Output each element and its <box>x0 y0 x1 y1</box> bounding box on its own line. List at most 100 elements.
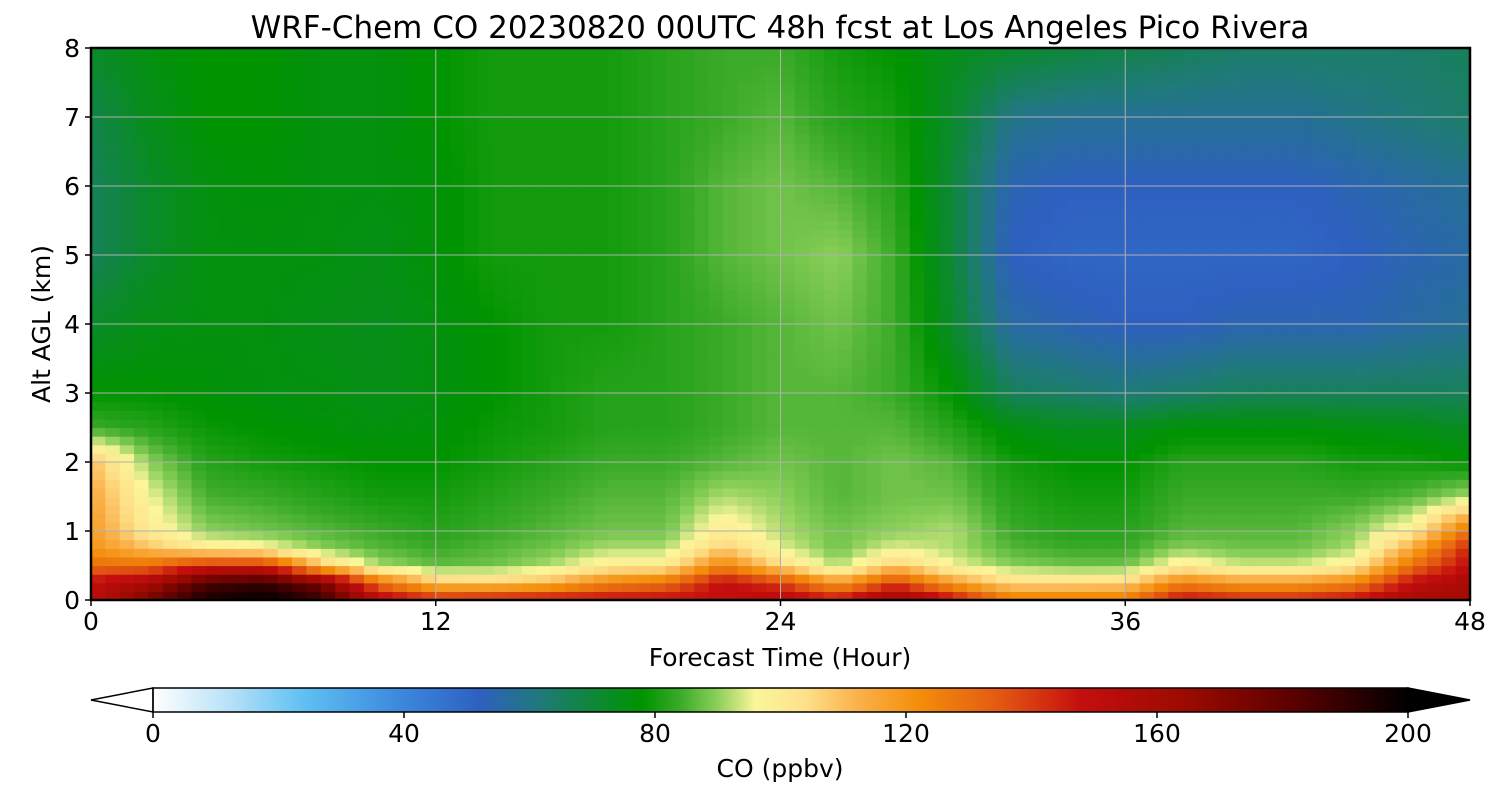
heatmap-cell <box>335 315 351 325</box>
heatmap-cell <box>751 401 767 411</box>
heatmap-cell <box>91 177 106 187</box>
heatmap-cell <box>723 211 738 222</box>
heatmap-cell <box>895 306 911 316</box>
heatmap-cell <box>1225 272 1241 282</box>
heatmap-cell <box>392 306 408 316</box>
heatmap-cell <box>162 280 178 291</box>
heatmap-cell <box>723 375 738 385</box>
heatmap-cell <box>464 280 480 291</box>
heatmap-cell <box>1426 203 1442 213</box>
heatmap-cell <box>335 410 351 420</box>
heatmap-cell <box>622 531 638 541</box>
heatmap-cell <box>780 462 796 472</box>
heatmap-cell <box>909 591 925 600</box>
heatmap-cell <box>1067 556 1083 567</box>
heatmap-cell <box>1168 315 1184 325</box>
heatmap-cell <box>636 582 652 592</box>
heatmap-cell <box>766 574 782 584</box>
heatmap-cell <box>837 298 853 308</box>
heatmap-cell <box>234 591 250 600</box>
heatmap-cell <box>1412 194 1428 204</box>
heatmap-cell <box>1110 496 1126 506</box>
heatmap-cell <box>435 186 451 196</box>
heatmap-cell <box>464 289 480 299</box>
heatmap-cell <box>105 462 121 472</box>
heatmap-cell <box>766 298 782 308</box>
heatmap-cell <box>435 531 451 541</box>
heatmap-cell <box>105 591 121 600</box>
heatmap-cell <box>823 272 839 282</box>
heatmap-cell <box>1340 315 1356 325</box>
heatmap-cell <box>952 393 968 403</box>
heatmap-cell <box>1412 418 1428 429</box>
heatmap-cell <box>823 453 839 463</box>
heatmap-cell <box>665 272 681 282</box>
heatmap-cell <box>1268 522 1284 532</box>
heatmap-cell <box>205 324 221 334</box>
heatmap-cell <box>220 203 236 213</box>
heatmap-cell <box>679 194 695 204</box>
heatmap-cell <box>751 410 767 420</box>
heatmap-cell <box>579 280 595 291</box>
heatmap-cell <box>866 160 882 170</box>
heatmap-cell <box>1024 324 1040 334</box>
heatmap-cell <box>450 375 466 385</box>
heatmap-cell <box>320 496 336 506</box>
heatmap-cell <box>1197 168 1213 178</box>
heatmap-cell <box>823 505 839 515</box>
heatmap-cell <box>751 151 767 161</box>
heatmap-cell <box>550 470 566 480</box>
heatmap-cell <box>1426 186 1442 196</box>
heatmap-cell <box>1139 591 1155 600</box>
heatmap-cell <box>679 591 695 600</box>
heatmap-cell <box>1283 548 1299 558</box>
heatmap-cell <box>1182 539 1198 549</box>
heatmap-cell <box>1311 513 1327 523</box>
heatmap-cell <box>981 479 997 489</box>
heatmap-cell <box>493 591 509 600</box>
heatmap-cell <box>1010 444 1026 454</box>
heatmap-cell <box>1340 341 1356 351</box>
heatmap-cell <box>895 418 911 429</box>
heatmap-cell <box>1096 556 1112 567</box>
heatmap-cell <box>1383 401 1399 411</box>
heatmap-cell <box>119 142 135 153</box>
heatmap-cell <box>1326 315 1342 325</box>
heatmap-cell <box>521 151 537 161</box>
heatmap-cell <box>1225 496 1241 506</box>
heatmap-cell <box>780 479 796 489</box>
heatmap-cell <box>349 237 365 247</box>
heatmap-cell <box>1340 220 1356 230</box>
heatmap-cell <box>421 444 437 454</box>
heatmap-cell <box>1053 444 1069 454</box>
heatmap-cell <box>766 349 782 360</box>
heatmap-cell <box>1039 186 1055 196</box>
heatmap-cell <box>1082 237 1098 247</box>
heatmap-cell <box>1067 272 1083 282</box>
heatmap-cell <box>909 203 925 213</box>
heatmap-cell <box>1412 186 1428 196</box>
heatmap-cell <box>507 574 523 584</box>
heatmap-cell <box>794 582 810 592</box>
heatmap-cell <box>478 324 494 334</box>
heatmap-cell <box>536 367 552 377</box>
heatmap-cell <box>1096 237 1112 247</box>
heatmap-cell <box>995 358 1011 368</box>
heatmap-cell <box>421 315 437 325</box>
heatmap-cell <box>924 444 940 454</box>
heatmap-cell <box>565 531 580 541</box>
heatmap-cell <box>1441 427 1457 437</box>
heatmap-cell <box>1455 315 1470 325</box>
heatmap-cell <box>1340 289 1356 299</box>
heatmap-cell <box>1139 255 1155 265</box>
heatmap-cell <box>263 582 279 592</box>
heatmap-cell <box>1139 151 1155 161</box>
heatmap-cell <box>1311 289 1327 299</box>
heatmap-cell <box>249 444 264 454</box>
heatmap-cell <box>723 220 738 230</box>
heatmap-cell <box>148 177 164 187</box>
heatmap-cell <box>205 505 221 515</box>
heatmap-cell <box>1369 444 1385 454</box>
heatmap-cell <box>1153 375 1169 385</box>
heatmap-cell <box>450 565 466 575</box>
